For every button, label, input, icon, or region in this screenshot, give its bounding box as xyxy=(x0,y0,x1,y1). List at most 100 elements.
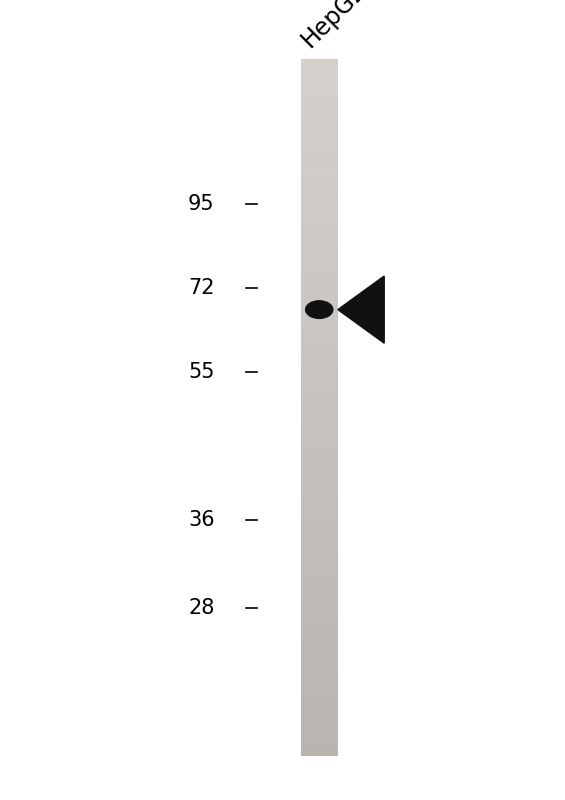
Bar xyxy=(301,428,337,432)
Bar xyxy=(301,529,337,534)
Bar xyxy=(301,126,337,130)
Bar xyxy=(301,338,337,342)
Bar xyxy=(301,654,337,658)
Bar xyxy=(301,118,337,122)
Bar xyxy=(301,438,337,443)
Bar xyxy=(301,644,337,648)
Bar xyxy=(301,233,337,238)
Bar xyxy=(301,83,337,88)
Bar xyxy=(301,592,337,596)
Text: 28: 28 xyxy=(188,598,215,618)
Bar xyxy=(301,418,337,422)
Bar xyxy=(301,202,337,206)
Bar xyxy=(301,490,337,495)
Bar xyxy=(301,647,337,651)
Bar xyxy=(301,268,337,272)
Bar xyxy=(301,170,337,175)
Ellipse shape xyxy=(306,301,333,318)
Bar xyxy=(301,477,337,481)
Bar xyxy=(301,105,337,109)
Bar xyxy=(301,94,337,98)
Bar xyxy=(301,470,337,474)
Bar xyxy=(301,278,337,282)
Bar xyxy=(301,348,337,352)
Bar xyxy=(301,237,337,241)
Bar xyxy=(301,373,337,377)
Bar xyxy=(301,324,337,328)
Bar xyxy=(301,157,337,161)
Bar xyxy=(301,101,337,106)
Bar xyxy=(301,198,337,202)
Bar xyxy=(301,87,337,91)
Text: 55: 55 xyxy=(188,362,215,382)
Bar xyxy=(301,146,337,150)
Bar xyxy=(301,724,337,728)
Bar xyxy=(301,265,337,269)
Bar xyxy=(301,456,337,460)
Bar xyxy=(301,351,337,356)
Bar xyxy=(301,539,337,544)
Bar xyxy=(301,66,337,70)
Bar xyxy=(301,623,337,627)
Text: 36: 36 xyxy=(188,510,215,530)
Bar xyxy=(301,59,337,63)
Bar xyxy=(301,595,337,599)
Bar xyxy=(301,484,337,488)
Bar xyxy=(301,247,337,251)
Bar xyxy=(301,459,337,464)
Bar xyxy=(301,727,337,732)
Bar xyxy=(301,449,337,454)
Bar xyxy=(301,98,337,102)
Bar xyxy=(301,598,337,603)
Bar xyxy=(301,258,337,262)
Bar xyxy=(301,675,337,679)
Bar xyxy=(301,453,337,457)
Bar xyxy=(301,706,337,710)
Text: 95: 95 xyxy=(188,194,215,214)
Bar xyxy=(301,550,337,554)
Bar xyxy=(301,480,337,485)
Bar xyxy=(301,178,337,182)
Text: 72: 72 xyxy=(188,278,215,298)
Bar xyxy=(301,425,337,429)
Bar xyxy=(301,397,337,401)
Bar xyxy=(301,240,337,245)
Bar xyxy=(301,714,337,718)
Bar xyxy=(301,191,337,196)
Bar xyxy=(301,512,337,516)
Bar xyxy=(301,533,337,537)
Bar xyxy=(301,498,337,502)
Bar xyxy=(301,578,337,582)
Bar xyxy=(301,314,337,318)
Bar xyxy=(301,546,337,550)
Bar xyxy=(301,640,337,645)
Bar xyxy=(301,80,337,84)
Bar xyxy=(301,570,337,575)
Bar xyxy=(301,616,337,620)
Bar xyxy=(301,442,337,446)
Bar xyxy=(301,129,337,133)
Bar xyxy=(301,330,337,335)
Bar xyxy=(301,188,337,192)
Bar xyxy=(301,720,337,725)
Bar xyxy=(301,219,337,223)
Bar xyxy=(301,435,337,439)
Bar xyxy=(301,286,337,290)
Bar xyxy=(301,560,337,565)
Bar xyxy=(301,748,337,753)
Bar xyxy=(301,699,337,704)
Bar xyxy=(301,609,337,614)
Bar xyxy=(301,407,337,411)
Bar xyxy=(301,139,337,143)
Bar xyxy=(301,410,337,415)
Bar xyxy=(301,292,337,297)
Bar xyxy=(301,522,337,526)
Bar xyxy=(301,518,337,523)
Bar xyxy=(301,73,337,78)
Bar xyxy=(301,404,337,408)
Bar xyxy=(301,717,337,722)
Bar xyxy=(301,136,337,140)
Bar xyxy=(301,602,337,606)
Bar xyxy=(301,160,337,164)
Bar xyxy=(301,668,337,673)
